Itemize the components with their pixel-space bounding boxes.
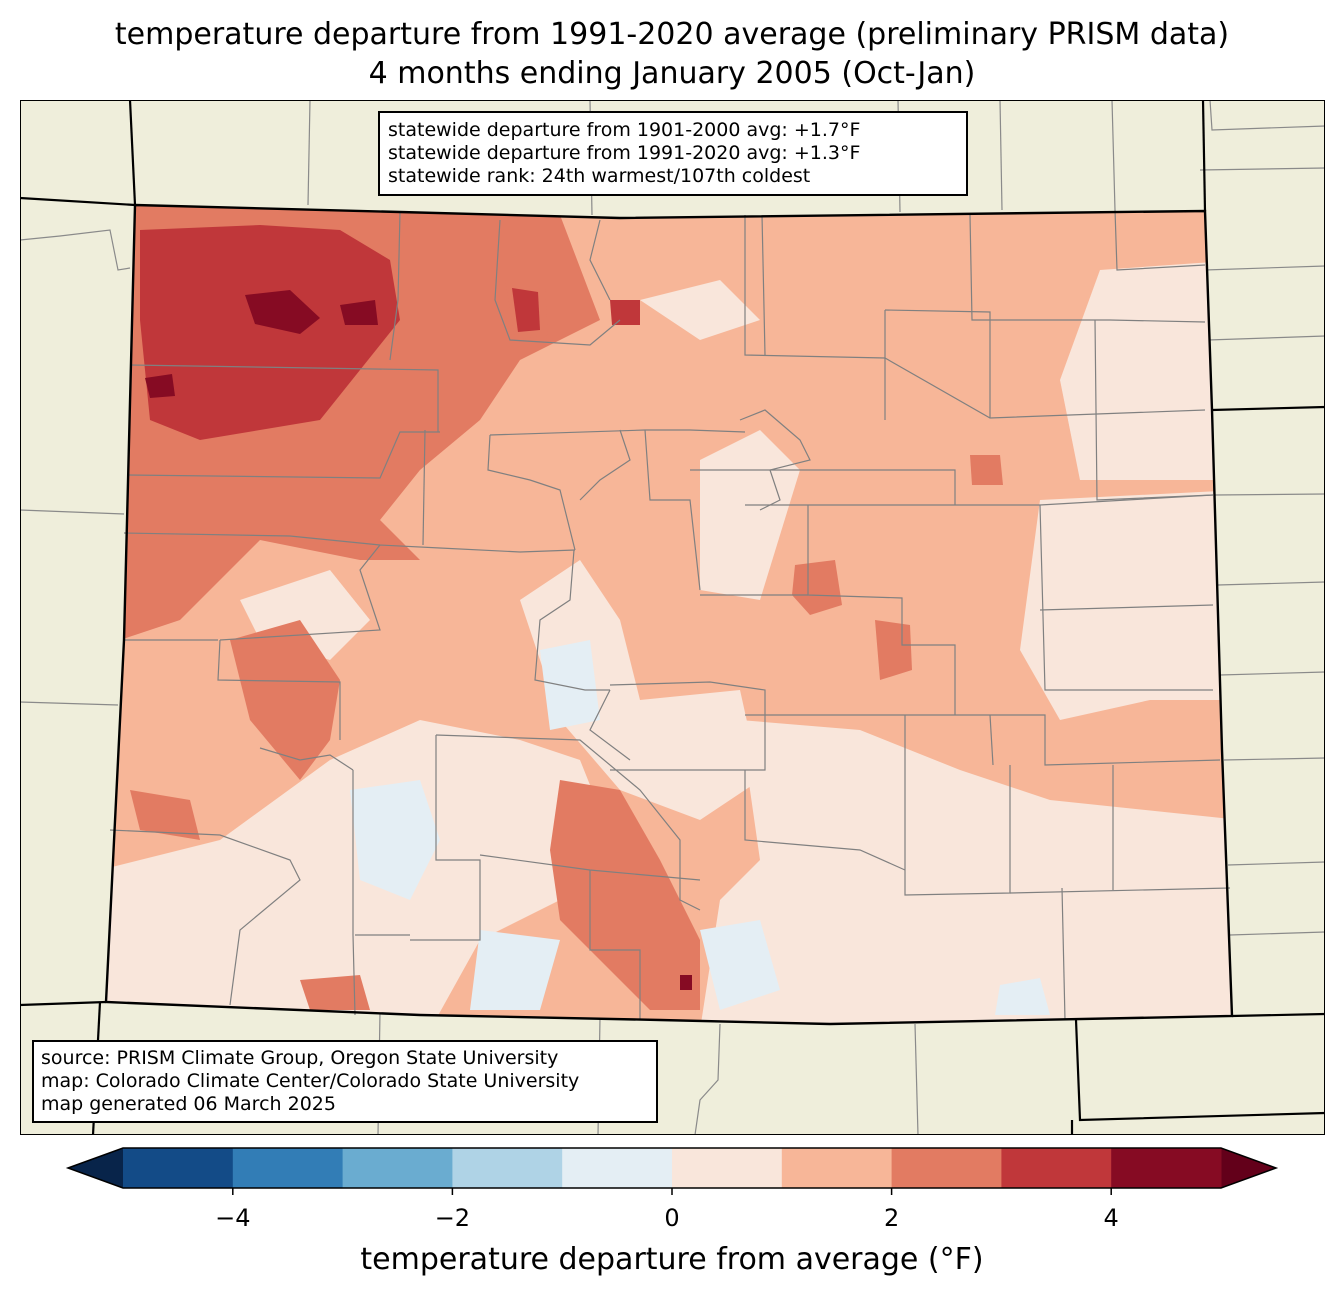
credits-box: source: PRISM Climate Group, Oregon Stat… bbox=[32, 1040, 658, 1123]
county-lines bbox=[109, 209, 1231, 1021]
colorbar-segment bbox=[672, 1148, 783, 1188]
colorbar-segment bbox=[342, 1148, 453, 1188]
colorbar-segment bbox=[891, 1148, 1002, 1188]
colorbar-tick-label: 2 bbox=[883, 1204, 900, 1232]
anomaly-zone-east-spot bbox=[970, 455, 1003, 485]
anomaly-zone-sangre bbox=[550, 780, 700, 1010]
anomaly-zone-sw2 bbox=[300, 975, 370, 1010]
colorbar-tick-label: −2 bbox=[434, 1204, 471, 1232]
anomaly-zone-hot-core3 bbox=[145, 374, 175, 398]
anomaly-zone-north-mountains bbox=[140, 225, 400, 440]
colorbar-segment bbox=[562, 1148, 673, 1188]
anomaly-zone-upper-arkansas bbox=[540, 640, 600, 730]
anomaly-zone-far-south bbox=[700, 920, 780, 1010]
colorbar-segment bbox=[232, 1148, 344, 1188]
anomaly-zone-walden bbox=[610, 300, 640, 325]
anomaly-zone-larimer-core bbox=[512, 288, 540, 332]
colorbar-segment bbox=[1001, 1148, 1112, 1188]
anomaly-zone-north bbox=[640, 280, 760, 340]
colorbar-tick-label: 0 bbox=[664, 1204, 680, 1232]
stats-rank: statewide rank: 24th warmest/107th colde… bbox=[388, 165, 811, 187]
anomaly-zone-southeast bbox=[700, 720, 1232, 1024]
colorbar bbox=[65, 1147, 1279, 1195]
anomaly-zone-sw bbox=[130, 790, 200, 840]
anomaly-zone-front-range bbox=[700, 430, 800, 600]
anomaly-zone-san-luis bbox=[350, 780, 440, 900]
anomaly-zone-san-luis-south bbox=[470, 930, 560, 1010]
colorbar-under-arrow bbox=[68, 1148, 123, 1188]
colorbar-over-arrow bbox=[1221, 1148, 1276, 1188]
anomaly-zone-hot-core bbox=[245, 290, 320, 334]
stats-departure-1991-2020: statewide departure from 1991-2020 avg: … bbox=[388, 142, 861, 164]
colorbar-outline bbox=[65, 1147, 1279, 1189]
statewide-stats-box: statewide departure from 1901-2000 avg: … bbox=[378, 111, 968, 196]
credit-generated: map generated 06 March 2025 bbox=[41, 1093, 336, 1115]
anomaly-zone-se-corner bbox=[995, 978, 1050, 1015]
anomaly-zone-hot-core4 bbox=[680, 975, 692, 990]
colorbar-segment bbox=[452, 1148, 563, 1188]
colorbar-tick-label: −4 bbox=[215, 1204, 251, 1232]
colorbar-tick-label: 4 bbox=[1103, 1204, 1119, 1232]
credit-source: source: PRISM Climate Group, Oregon Stat… bbox=[41, 1047, 559, 1069]
colorado-border bbox=[104, 203, 1234, 1026]
colorado-map bbox=[20, 100, 1325, 1135]
map-subtitle: 4 months ending January 2005 (Oct-Jan) bbox=[368, 56, 976, 91]
colorbar-segment bbox=[123, 1148, 234, 1188]
colorbar-segment bbox=[1111, 1148, 1222, 1188]
anomaly-zone-pueblo-spot bbox=[792, 560, 842, 615]
anomaly-zone-northeast bbox=[1060, 260, 1232, 480]
colorbar-label: temperature departure from average (°F) bbox=[360, 1242, 984, 1277]
anomaly-zone-east bbox=[1020, 490, 1232, 720]
anomaly-zone-ordway-spot bbox=[875, 620, 912, 680]
stats-departure-1901-2000: statewide departure from 1901-2000 avg: … bbox=[388, 119, 861, 141]
anomaly-zone-hot-core2 bbox=[340, 300, 378, 325]
colorbar-segment bbox=[781, 1148, 893, 1188]
anomaly-zone-valley bbox=[520, 560, 760, 820]
credit-map: map: Colorado Climate Center/Colorado St… bbox=[41, 1070, 580, 1092]
map-title: temperature departure from 1991-2020 ave… bbox=[114, 17, 1230, 52]
anomaly-zone-western-slope bbox=[230, 620, 340, 780]
anomaly-field bbox=[106, 205, 1232, 1024]
